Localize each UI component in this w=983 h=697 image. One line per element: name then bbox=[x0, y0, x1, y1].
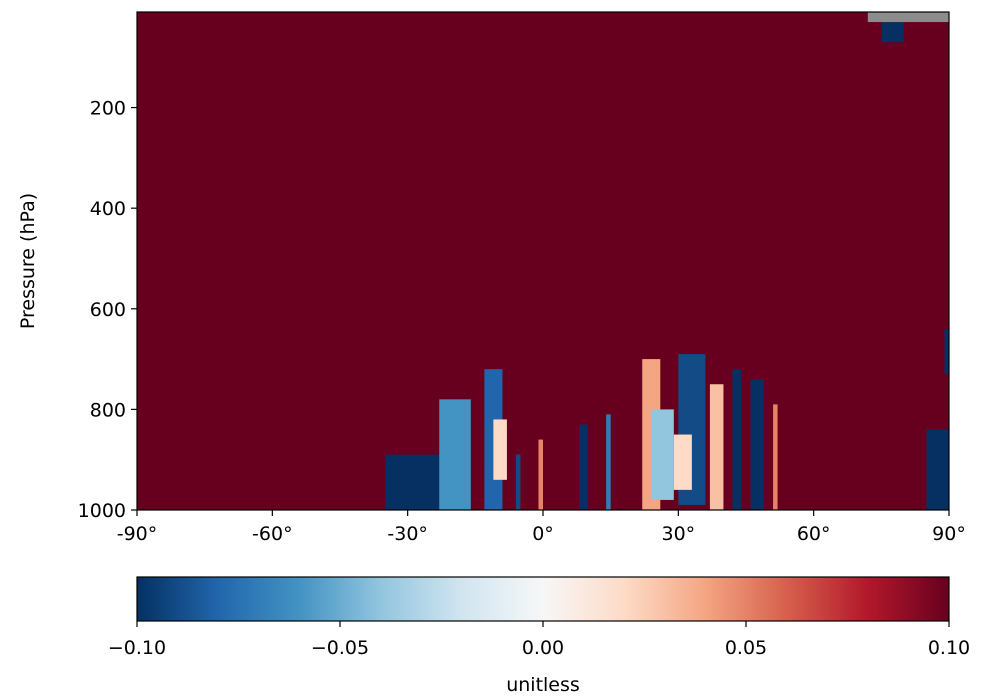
heatmap-cell bbox=[709, 384, 724, 510]
colorbar-label: unitless bbox=[506, 674, 580, 696]
y-tick-label: 400 bbox=[90, 198, 126, 220]
heatmap-background bbox=[137, 12, 949, 510]
y-tick-label: 1000 bbox=[78, 500, 126, 522]
heatmap-cell bbox=[538, 439, 543, 510]
heatmap-cell bbox=[493, 419, 507, 480]
heatmap-cell bbox=[385, 454, 444, 510]
heatmap-cell bbox=[773, 404, 778, 510]
heatmap-cell bbox=[732, 369, 742, 510]
heatmap-cell bbox=[515, 454, 521, 510]
colorbar-tick-label: −0.10 bbox=[108, 637, 166, 659]
colorbar: −0.10 −0.05 0.00 0.05 0.10 unitless bbox=[108, 576, 970, 696]
colorbar-ticks: −0.10 −0.05 0.00 0.05 0.10 bbox=[108, 621, 970, 659]
x-tick-label: 0° bbox=[532, 523, 554, 545]
x-axis: -90° -60° -30° 0° 30° 60° 90° bbox=[117, 510, 966, 545]
heatmap-cell bbox=[606, 414, 611, 510]
x-tick-label: -30° bbox=[387, 523, 428, 545]
colorbar-tick-label: 0.10 bbox=[928, 637, 970, 659]
heatmap-cell bbox=[651, 409, 674, 500]
heatmap-cell bbox=[944, 328, 949, 375]
heatmap-cell bbox=[673, 434, 692, 490]
y-tick-label: 800 bbox=[90, 399, 126, 421]
y-axis: 200 400 600 800 1000 bbox=[78, 98, 137, 522]
heatmap-cell bbox=[579, 424, 589, 510]
colorbar-tick-label: −0.05 bbox=[311, 637, 369, 659]
y-axis-label: Pressure (hPa) bbox=[17, 193, 39, 329]
x-tick-label: 60° bbox=[797, 523, 831, 545]
y-tick-label: 200 bbox=[90, 98, 126, 120]
colorbar-tick-label: 0.05 bbox=[725, 637, 767, 659]
heatmap-cell bbox=[750, 379, 765, 510]
heatmap-cell bbox=[881, 22, 904, 43]
missing-data-cell bbox=[867, 12, 949, 23]
heatmap-cell bbox=[926, 429, 949, 510]
heatmap-features bbox=[385, 12, 949, 510]
heatmap-cell bbox=[439, 399, 471, 510]
x-tick-label: -90° bbox=[117, 523, 158, 545]
x-tick-label: -60° bbox=[252, 523, 293, 545]
x-tick-label: 90° bbox=[932, 523, 966, 545]
x-tick-label: 30° bbox=[661, 523, 695, 545]
colorbar-tick-label: 0.00 bbox=[522, 637, 564, 659]
heatmap-plot-area bbox=[137, 12, 949, 510]
y-tick-label: 600 bbox=[90, 299, 126, 321]
colorbar-gradient bbox=[136, 576, 950, 622]
